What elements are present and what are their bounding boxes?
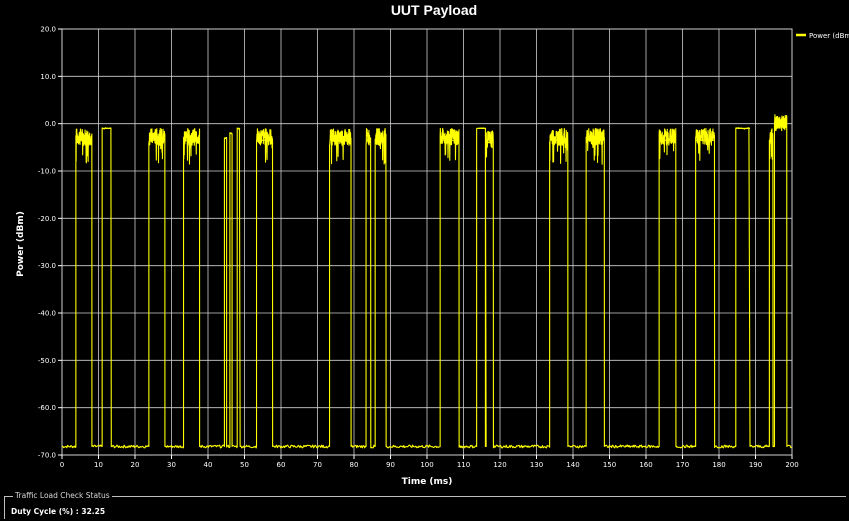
y-tick-label: -10.0 [38,168,56,176]
duty-cycle-readout: Duty Cycle (%) : 32.25 [11,507,106,516]
legend-label: Power (dBm) [809,32,849,40]
x-tick-label: 170 [676,461,689,469]
x-tick-label: 110 [457,461,470,469]
chart-title: UUT Payload [391,2,477,18]
y-tick-label: 10.0 [40,73,56,81]
x-tick-label: 180 [712,461,725,469]
x-tick-label: 100 [420,461,433,469]
x-tick-label: 10 [94,461,103,469]
x-tick-label: 150 [603,461,616,469]
y-tick-label: -50.0 [38,357,56,365]
series-layer [61,114,792,449]
y-tick-label: -40.0 [38,310,56,318]
x-tick-label: 20 [131,461,140,469]
y-axis-title: Power (dBm) [16,211,26,277]
power-chart: 0 10 20 30 40 50 60 70 80 90 100 110 120 130 140 150 160… [16,2,849,487]
x-tick-label: 70 [313,461,322,469]
x-tick-label: 80 [350,461,359,469]
x-tick-label: 140 [566,461,579,469]
traffic-load-check-group: Traffic Load Check Status Duty Cycle (%)… [4,491,846,519]
x-tick-label: 30 [167,461,176,469]
group-title: Traffic Load Check Status [13,491,112,501]
legend: Power (dBm) [796,32,849,40]
x-tick-label: 40 [204,461,213,469]
y-tick-label: -30.0 [38,262,56,270]
x-tick-label: 190 [749,461,762,469]
x-tick-label: 50 [240,461,249,469]
x-tick-label: 130 [530,461,543,469]
grid [61,28,793,456]
chart-panel: 0 10 20 30 40 50 60 70 80 90 100 110 120 130 140 150 160… [16,2,849,487]
x-tick-label: 200 [785,461,798,469]
series-power-line [61,114,792,449]
status-panel: Traffic Load Check Status Duty Cycle (%)… [0,490,849,521]
x-tick-label: 0 [60,461,64,469]
axes: 0 10 20 30 40 50 60 70 80 90 100 110 120 130 140 150 160… [38,26,799,470]
y-tick-label: -70.0 [38,452,56,460]
x-axis-title: Time (ms) [402,477,453,487]
x-tick-label: 60 [277,461,286,469]
x-tick-label: 120 [493,461,506,469]
x-tick-label: 90 [386,461,395,469]
y-tick-label: -20.0 [38,215,56,223]
x-tick-label: 160 [639,461,652,469]
y-tick-label: -60.0 [38,404,56,412]
y-tick-label: 20.0 [40,26,56,34]
y-tick-label: 0.0 [45,120,56,128]
